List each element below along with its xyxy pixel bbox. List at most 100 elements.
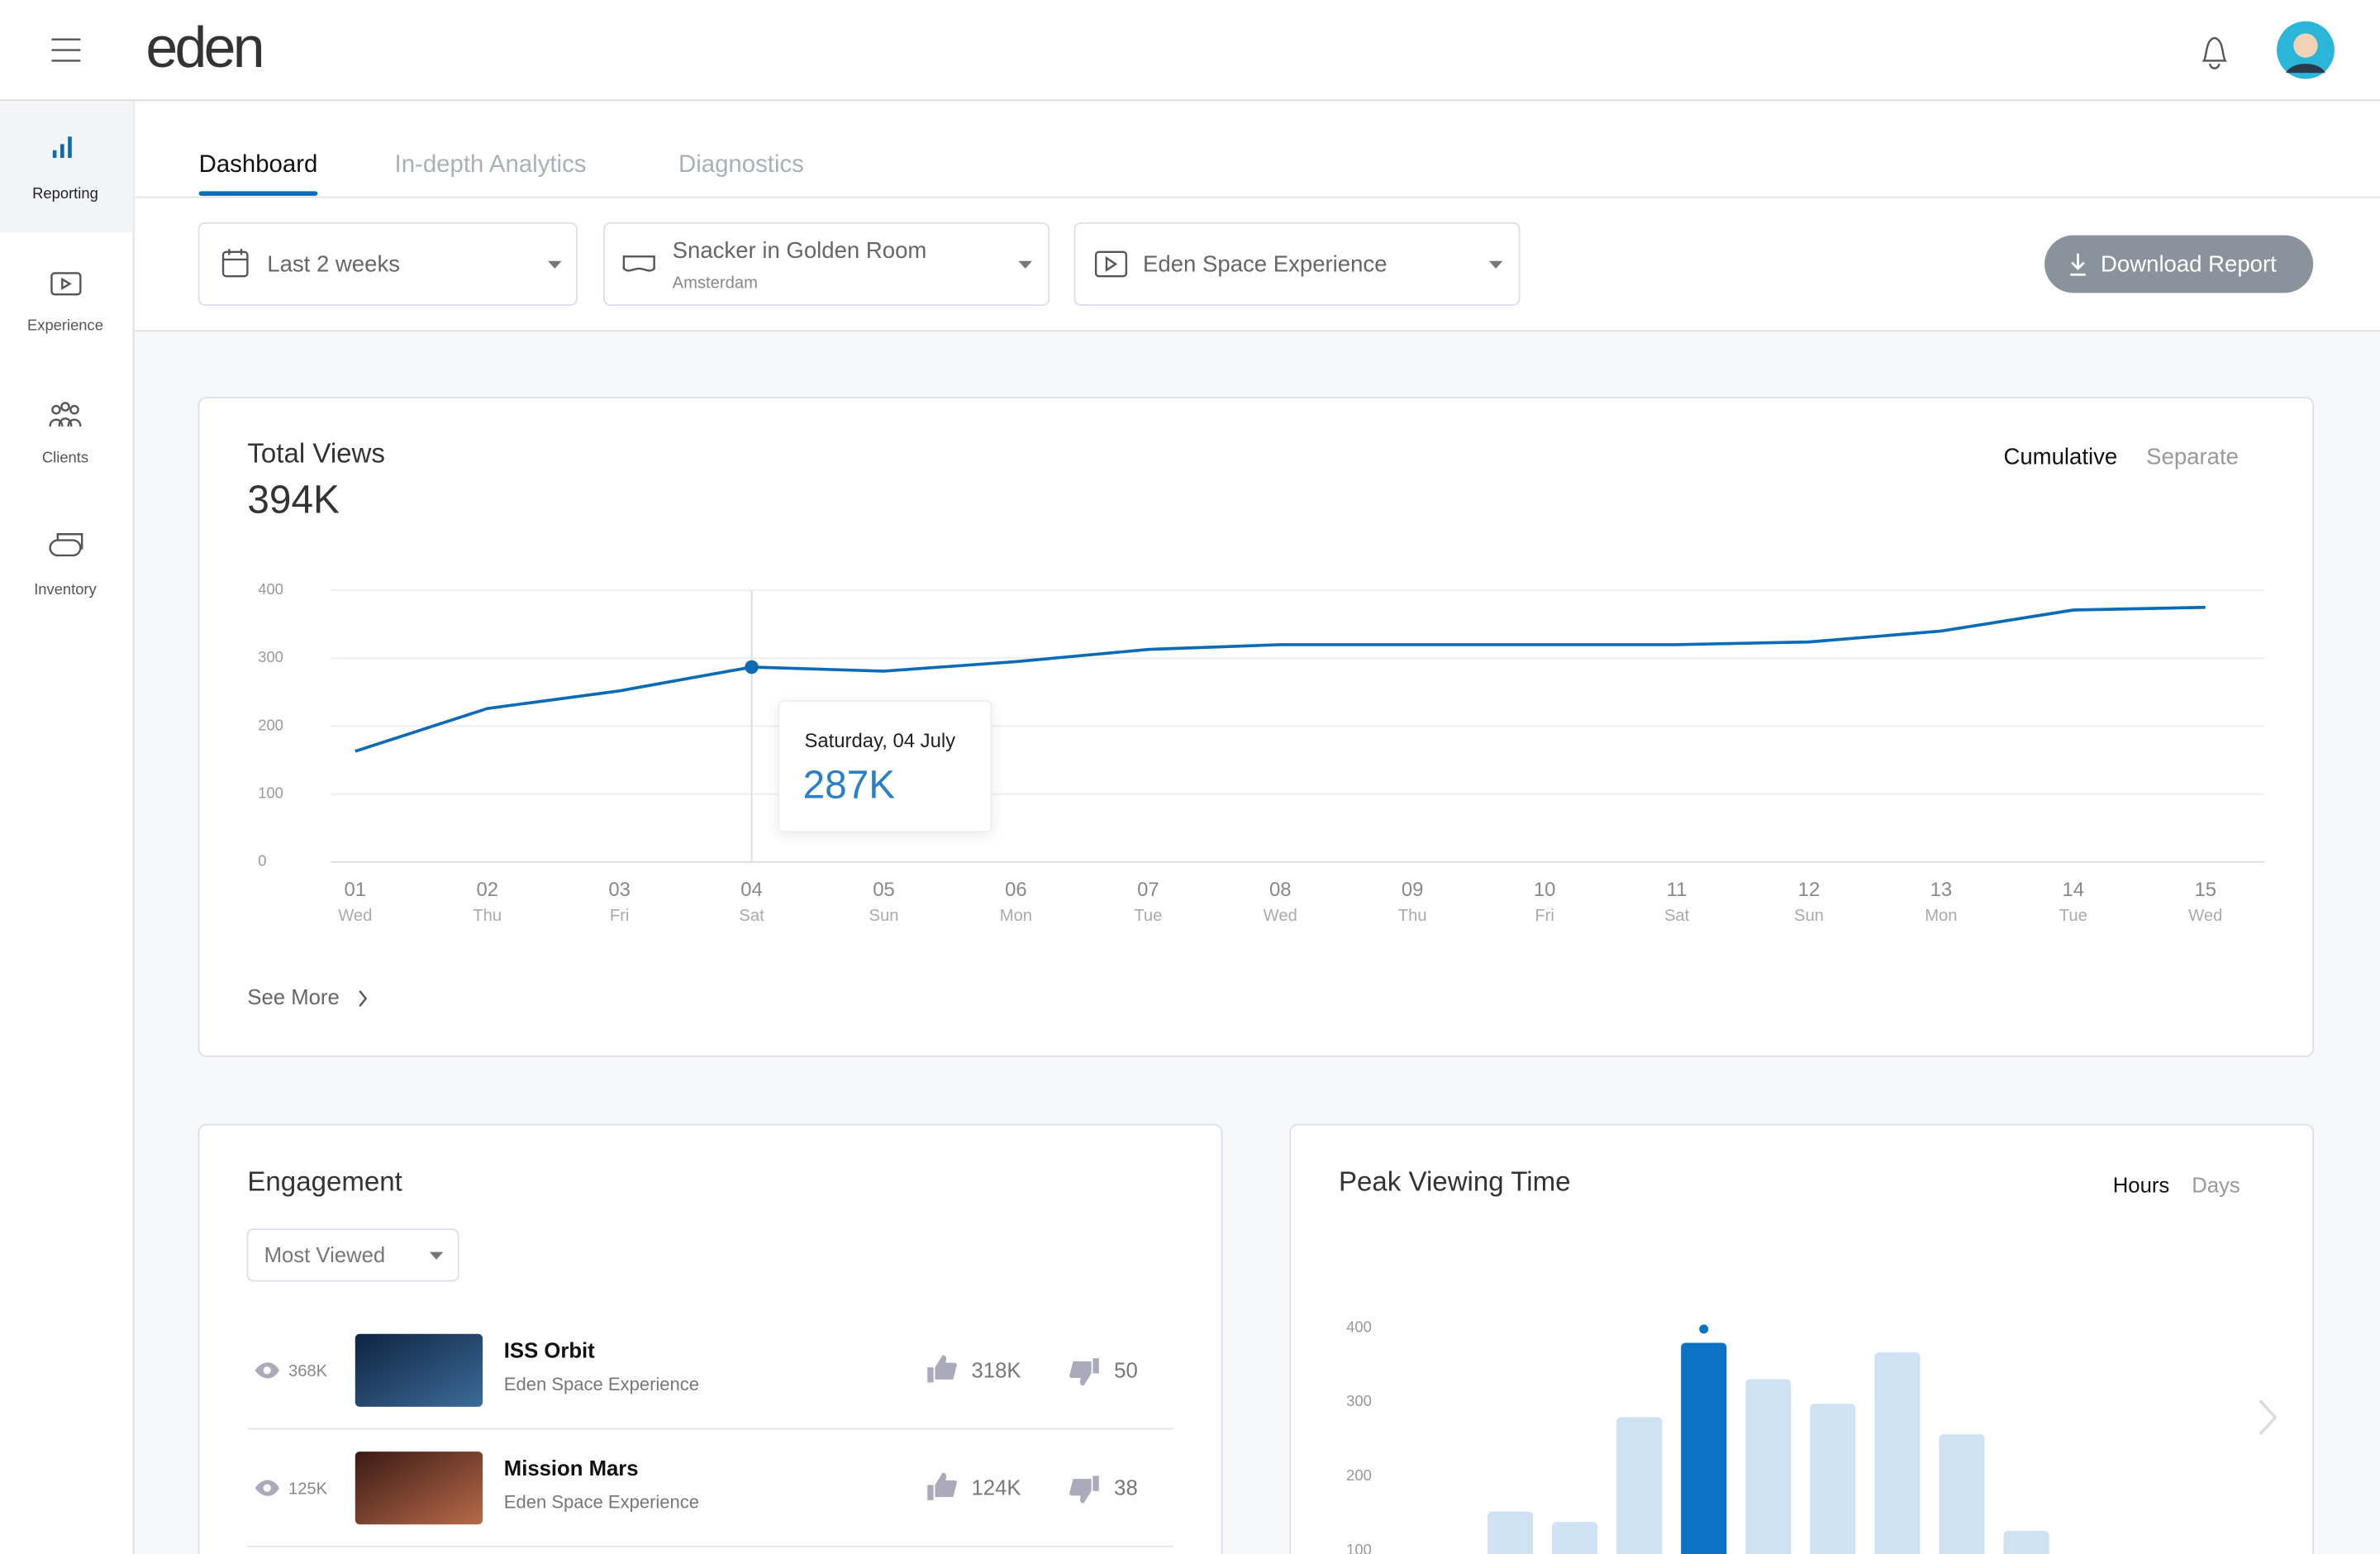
tab[interactable]: Dashboard xyxy=(199,150,318,178)
bar[interactable] xyxy=(1616,1417,1663,1554)
row-title[interactable]: ISS Orbit xyxy=(504,1340,595,1363)
x-tick-weekday: Wed xyxy=(2188,907,2222,925)
x-tick-label: 13 xyxy=(1930,879,1953,901)
x-tick-label: 05 xyxy=(873,879,895,901)
tooltip-value: 287K xyxy=(803,763,896,807)
bar-marker xyxy=(1699,1324,1709,1334)
bar[interactable] xyxy=(1939,1434,1985,1554)
likes-count: 124K xyxy=(972,1477,1021,1500)
x-tick-label: 04 xyxy=(740,879,763,901)
x-tick-weekday: Sat xyxy=(739,907,764,925)
bar[interactable] xyxy=(1874,1352,1921,1554)
sidebar-item[interactable]: Reporting xyxy=(32,184,98,202)
card-title: Engagement xyxy=(247,1167,402,1198)
see-more[interactable]: See More xyxy=(247,986,368,1009)
bar[interactable] xyxy=(1745,1379,1792,1554)
x-tick-weekday: Wed xyxy=(1264,907,1297,925)
y-tick-label: 300 xyxy=(1346,1392,1372,1409)
x-tick-label: 08 xyxy=(1269,879,1292,901)
tab[interactable]: Diagnostics xyxy=(678,150,804,178)
x-tick-weekday: Mon xyxy=(1000,907,1032,925)
x-tick-label: 02 xyxy=(476,879,498,901)
toggle-option[interactable]: Separate xyxy=(2146,444,2239,470)
toggle-option[interactable]: Hours xyxy=(2113,1174,2170,1197)
x-tick-label: 07 xyxy=(1137,879,1159,901)
row-subtitle: Eden Space Experience xyxy=(504,1374,699,1394)
bar[interactable] xyxy=(1552,1522,1598,1554)
views-count: 125K xyxy=(288,1480,328,1498)
x-tick-weekday: Sun xyxy=(869,907,899,925)
date-filter-label: Last 2 weeks xyxy=(267,251,400,277)
y-tick-label: 100 xyxy=(1346,1541,1372,1554)
row-title[interactable]: Mission Mars xyxy=(504,1457,639,1480)
bar[interactable] xyxy=(1488,1511,1534,1554)
x-tick-label: 10 xyxy=(1534,879,1556,901)
x-tick-weekday: Fri xyxy=(1535,907,1554,925)
thumbnail[interactable] xyxy=(355,1333,483,1407)
location-label: Snacker in Golden Room xyxy=(673,237,927,263)
y-tick-label: 200 xyxy=(1346,1466,1372,1484)
x-tick-weekday: Tue xyxy=(1134,907,1162,925)
bar[interactable] xyxy=(1681,1342,1727,1554)
x-tick-label: 09 xyxy=(1402,879,1424,901)
card-title: Total Views xyxy=(247,439,385,470)
x-tick-weekday: Wed xyxy=(338,907,372,925)
sidebar-item[interactable]: Clients xyxy=(42,448,88,465)
x-tick-weekday: Fri xyxy=(610,907,630,925)
sort-label: Most Viewed xyxy=(264,1244,386,1267)
x-tick-label: 15 xyxy=(2194,879,2216,901)
x-tick-label: 01 xyxy=(345,879,367,901)
location-filter[interactable]: Snacker in Golden Room Amsterdam xyxy=(603,222,1050,306)
location-sub: Amsterdam xyxy=(673,274,758,293)
next-arrow[interactable] xyxy=(2259,1399,2278,1436)
row-subtitle: Eden Space Experience xyxy=(504,1491,699,1512)
tab[interactable]: In-depth Analytics xyxy=(395,150,587,178)
x-tick-weekday: Mon xyxy=(1925,907,1957,925)
download-button[interactable]: Download Report xyxy=(2044,235,2314,293)
like-icon[interactable] xyxy=(927,1355,957,1383)
dislike-icon[interactable] xyxy=(1069,1358,1099,1386)
x-tick-label: 12 xyxy=(1798,879,1821,901)
bar[interactable] xyxy=(1810,1404,1856,1554)
highlight-point xyxy=(745,660,759,675)
y-tick-label: 200 xyxy=(258,716,283,733)
sort-dropdown[interactable]: Most Viewed xyxy=(246,1228,459,1282)
toggle-option[interactable]: Days xyxy=(2192,1174,2240,1197)
dislike-icon[interactable] xyxy=(1069,1475,1099,1504)
inventory-icon xyxy=(49,533,83,557)
tooltip xyxy=(778,700,992,833)
tab-underline xyxy=(198,191,318,196)
download-label: Download Report xyxy=(2101,251,2277,277)
experience-filter[interactable]: Eden Space Experience xyxy=(1073,222,1521,306)
x-tick-weekday: Sun xyxy=(1794,907,1824,925)
notifications[interactable] xyxy=(2202,36,2227,69)
y-tick-label: 0 xyxy=(258,852,266,870)
x-tick-weekday: Tue xyxy=(2059,907,2087,925)
y-tick-label: 400 xyxy=(258,580,283,598)
reporting-icon xyxy=(52,136,72,158)
card-title: Peak Viewing Time xyxy=(1339,1167,1570,1198)
bar[interactable] xyxy=(2003,1531,2049,1554)
toggle-option[interactable]: Cumulative xyxy=(2003,444,2117,470)
x-tick-label: 03 xyxy=(608,879,631,901)
like-icon[interactable] xyxy=(927,1472,957,1500)
dislikes-count: 38 xyxy=(1114,1477,1138,1500)
line xyxy=(355,605,2206,753)
menu-button[interactable] xyxy=(51,38,81,62)
logo[interactable]: eden xyxy=(145,15,264,79)
sidebar xyxy=(0,102,134,1554)
avatar[interactable] xyxy=(2277,21,2335,79)
views-count: 368K xyxy=(288,1362,328,1380)
sidebar-item[interactable]: Inventory xyxy=(34,580,97,598)
y-tick-label: 300 xyxy=(258,648,283,665)
date-filter[interactable]: Last 2 weeks xyxy=(198,222,578,306)
x-tick-weekday: Sat xyxy=(1664,907,1690,925)
total-value: 394K xyxy=(247,478,340,522)
views-icon-pupil xyxy=(263,1366,271,1375)
see-more-label: See More xyxy=(247,986,339,1009)
sidebar-item[interactable]: Experience xyxy=(27,317,103,334)
dislikes-count: 50 xyxy=(1114,1359,1138,1382)
y-tick-label: 100 xyxy=(258,784,283,802)
thumbnail[interactable] xyxy=(355,1452,483,1525)
